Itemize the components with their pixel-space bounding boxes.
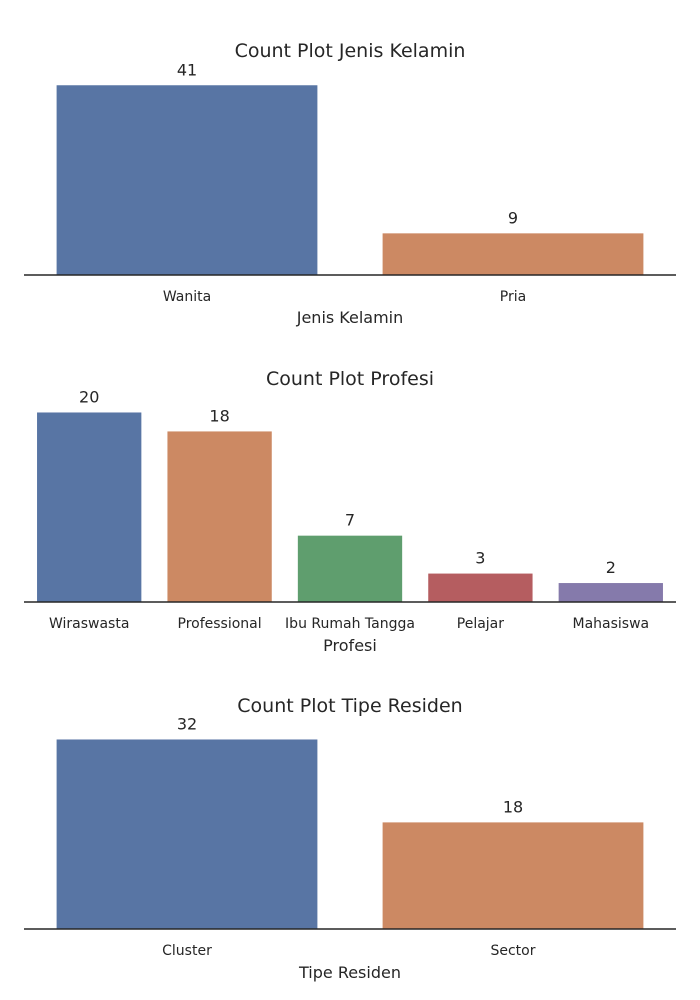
bar-sector (382, 822, 644, 929)
x-axis-label: Jenis Kelamin (296, 308, 404, 327)
tick-label-pria: Pria (500, 289, 526, 305)
chart-jenis-kelamin: Count Plot Jenis Kelamin 419 Wanita Pria … (24, 40, 676, 327)
value-label-wanita: 41 (177, 60, 197, 79)
bar-pelajar (428, 573, 533, 602)
bar-pria (382, 233, 644, 275)
bar-ibu-rumah-tangga (297, 535, 403, 602)
tick-label-ibu-rumah-tangga: Ibu Rumah Tangga (285, 616, 415, 632)
value-label-wiraswasta: 20 (79, 387, 99, 406)
chart-profesi: Count Plot Profesi 20 18 7 3 2 Wiraswasta Pro… (24, 368, 676, 655)
tick-label-wiraswasta: Wiraswasta (49, 616, 129, 632)
tick-label-wanita: Wanita (163, 289, 211, 305)
chart-title: Count Plot Jenis Kelamin (235, 40, 466, 62)
bar-cluster (56, 739, 318, 929)
value-label-cluster: 32 (177, 714, 197, 733)
value-label-pelajar: 3 (475, 549, 485, 568)
tick-label-sector: Sector (490, 943, 535, 959)
tick-label-professional: Professional (178, 616, 262, 632)
value-label-pria: 9 (508, 208, 518, 227)
tick-label-pelajar: Pelajar (457, 616, 504, 632)
x-axis-label: Profesi (323, 636, 377, 655)
chart-title: Count Plot Profesi (266, 368, 434, 390)
chart-tipe-residen: Count Plot Tipe Residen 32 18 Cluster Sect… (24, 695, 676, 982)
chart-title: Count Plot Tipe Residen (237, 695, 462, 717)
value-label-ibu-rumah-tangga: 7 (345, 511, 355, 530)
bar-mahasiswa (558, 583, 663, 602)
value-label-sector: 18 (503, 797, 523, 816)
tick-label-cluster: Cluster (162, 943, 212, 959)
value-label-professional: 18 (209, 406, 229, 425)
bar-professional (167, 431, 272, 602)
tick-label-mahasiswa: Mahasiswa (572, 616, 649, 632)
x-axis-label: Tipe Residen (298, 963, 401, 982)
bar-wanita (56, 85, 318, 275)
bar-wiraswasta (37, 412, 142, 602)
value-label-mahasiswa: 2 (606, 558, 616, 577)
